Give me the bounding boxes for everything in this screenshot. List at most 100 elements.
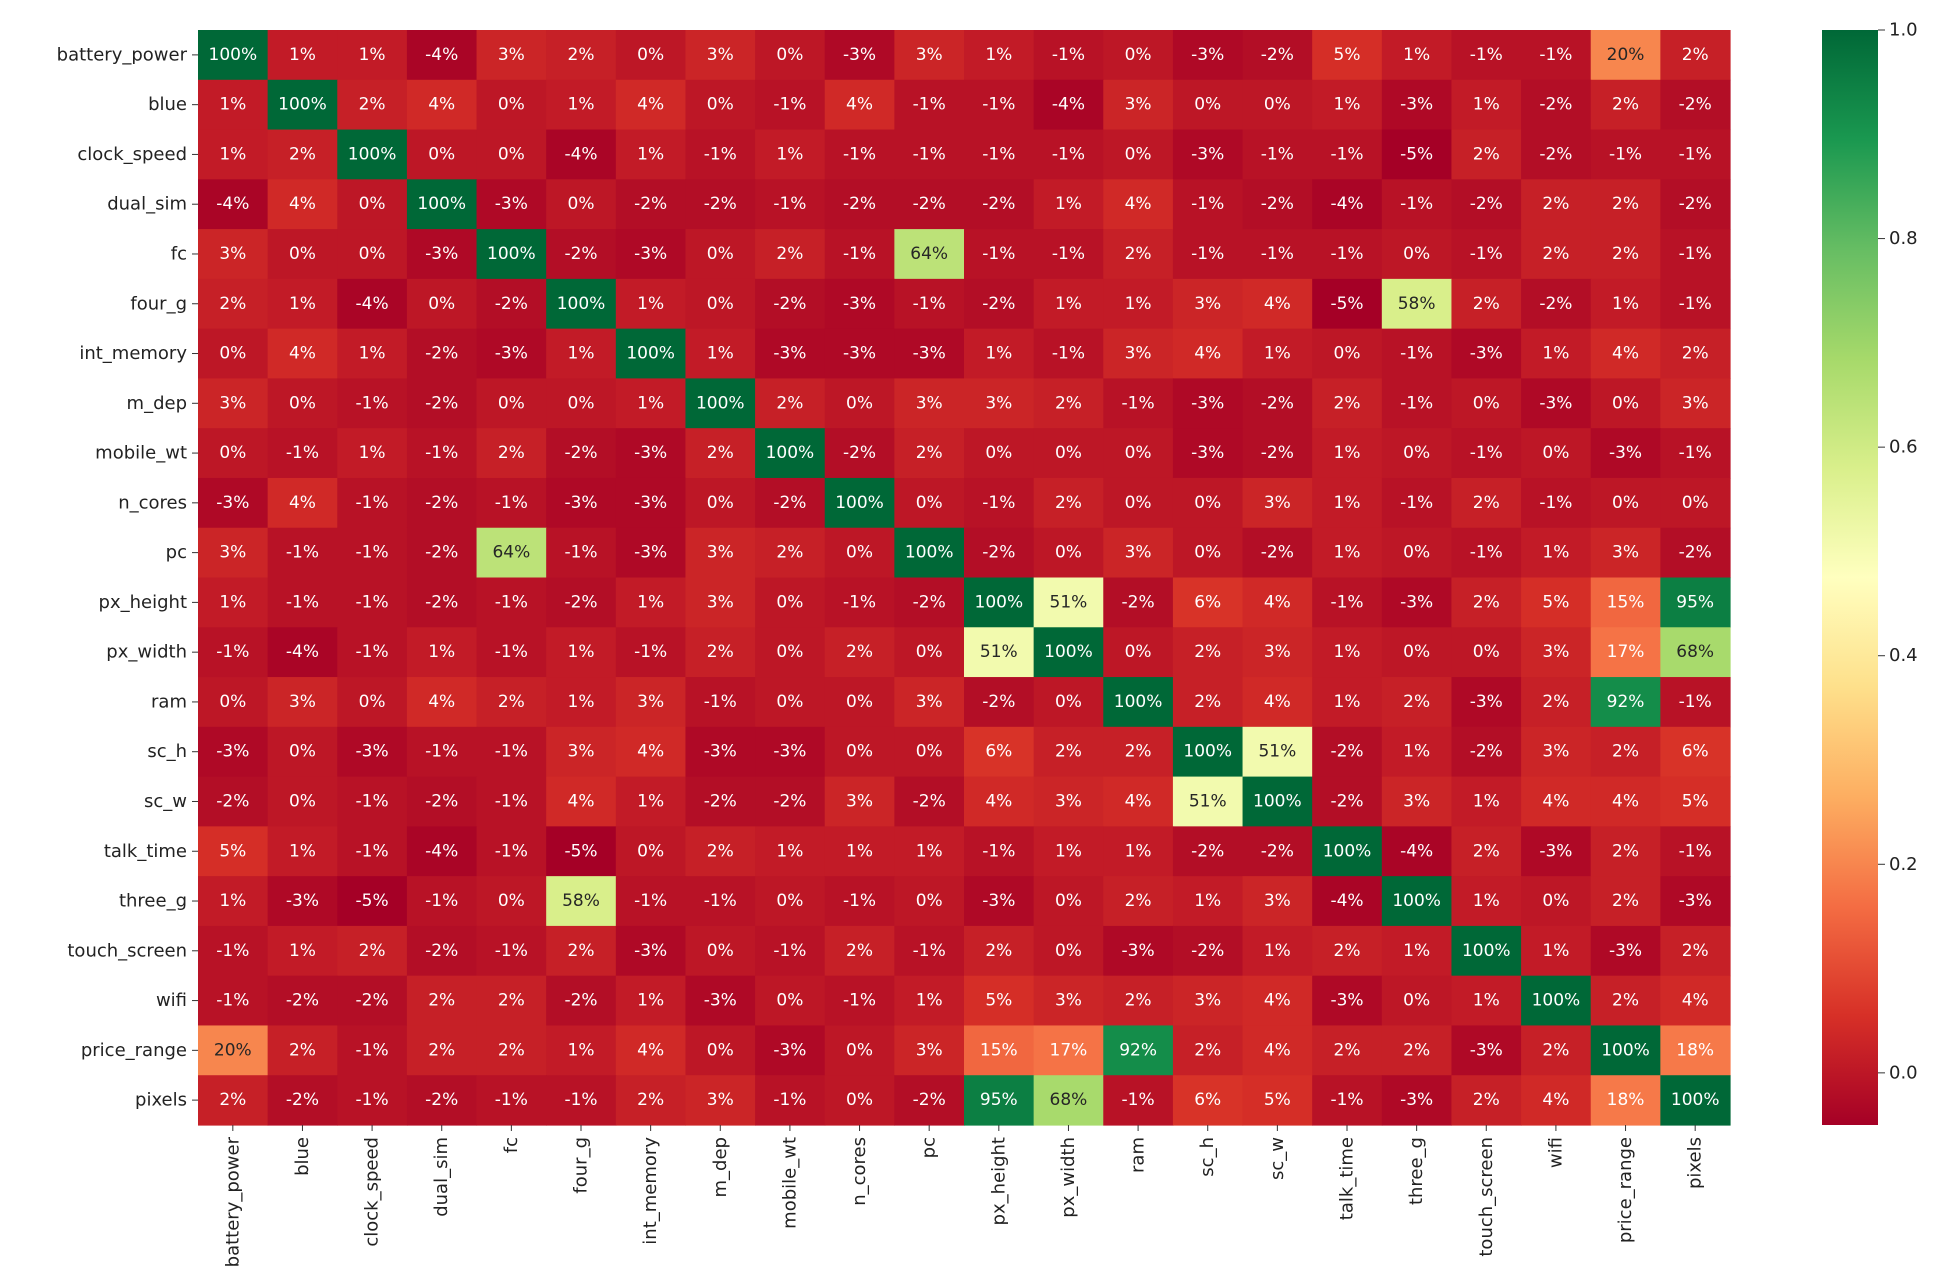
cell-value-label: -1%	[495, 592, 528, 612]
heatmap-cell	[1451, 627, 1522, 678]
cell-value-label: 2%	[707, 443, 734, 463]
heatmap-cell	[337, 477, 408, 529]
cell-value-label: 1%	[846, 841, 873, 861]
cell-value-label: 0%	[846, 692, 873, 712]
cell-value-label: 3%	[916, 45, 943, 65]
cell-value-label: 0%	[1055, 443, 1082, 463]
row-label: dual_sim	[107, 194, 187, 215]
cell-value-label: 0%	[1612, 493, 1639, 513]
heatmap-cell	[615, 726, 687, 778]
cell-value-label: -4%	[1052, 95, 1085, 115]
cell-value-label: -2%	[286, 991, 319, 1011]
cell-value-label: -1%	[216, 941, 249, 961]
cell-value-label: 2%	[498, 991, 525, 1011]
heatmap-cell	[267, 726, 338, 778]
heatmap-cell	[1660, 876, 1731, 927]
cell-value-label: -2%	[425, 1090, 458, 1110]
cell-value-label: -3%	[425, 244, 458, 264]
heatmap-cell	[755, 129, 826, 180]
cell-value-label: 68%	[1050, 1090, 1088, 1110]
column-label: m_dep	[710, 1137, 731, 1197]
cell-value-label: -3%	[495, 194, 528, 214]
heatmap-cell	[685, 677, 756, 728]
heatmap-cell	[267, 975, 338, 1027]
heatmap-cell	[1172, 229, 1244, 280]
heatmap-cell	[406, 1025, 478, 1076]
cell-value-label: 2%	[916, 443, 943, 463]
cell-value-label: 0%	[1125, 45, 1152, 65]
heatmap-cell	[198, 876, 269, 927]
heatmap-cell	[1451, 79, 1522, 131]
cell-value-label: -1%	[1609, 144, 1642, 164]
cell-value-label: 1%	[1334, 493, 1361, 513]
heatmap-cell	[685, 179, 756, 230]
cell-value-label: -2%	[913, 194, 946, 214]
cell-value-label: -3%	[773, 344, 806, 364]
heatmap-cell	[685, 975, 756, 1027]
heatmap-cell	[755, 378, 826, 429]
cell-value-label: 1%	[1334, 443, 1361, 463]
heatmap-cell	[1660, 776, 1731, 827]
heatmap-cell	[685, 925, 756, 977]
cell-value-label: 2%	[289, 144, 316, 164]
heatmap-cell	[337, 1025, 408, 1076]
cell-value-label: 100%	[975, 592, 1024, 612]
cell-value-label: 2%	[1055, 393, 1082, 413]
cell-value-label: 2%	[1612, 194, 1639, 214]
cell-value-label: -2%	[1539, 294, 1572, 314]
heatmap-cell	[894, 79, 965, 131]
cell-value-label: -1%	[1191, 244, 1224, 264]
cell-value-label: -3%	[1539, 841, 1572, 861]
cell-value-label: 64%	[910, 244, 948, 264]
column-label: sc_h	[1197, 1137, 1218, 1177]
heatmap-cell	[476, 826, 547, 877]
heatmap-cell	[1312, 627, 1383, 678]
heatmap-cell	[1033, 477, 1104, 529]
cell-value-label: 3%	[985, 393, 1012, 413]
heatmap-cell	[1521, 179, 1592, 230]
heatmap-cell	[198, 229, 269, 280]
heatmap-cell	[1172, 1025, 1244, 1076]
heatmap-cell	[685, 328, 756, 380]
cell-value-label: -1%	[1330, 592, 1363, 612]
heatmap-cell	[476, 527, 547, 579]
cell-value-label: 2%	[1542, 1040, 1569, 1060]
heatmap-cell	[1103, 79, 1174, 131]
heatmap-cell	[1451, 677, 1522, 728]
heatmap-cell	[964, 1075, 1035, 1126]
heatmap-cell	[755, 826, 826, 877]
cell-value-label: 0%	[1194, 493, 1221, 513]
heatmap-cell	[198, 30, 269, 81]
heatmap-cell	[1033, 30, 1104, 81]
heatmap-cell	[1103, 1075, 1174, 1126]
cell-value-label: 92%	[1607, 692, 1645, 712]
cell-value-label: -3%	[704, 742, 737, 762]
heatmap-cell	[198, 428, 269, 479]
heatmap-cell	[755, 627, 826, 678]
heatmap-cell	[1521, 826, 1592, 877]
cell-value-label: 0%	[1125, 144, 1152, 164]
cell-value-label: 1%	[1473, 95, 1500, 115]
cell-value-label: 5%	[219, 841, 246, 861]
cell-value-label: 1%	[428, 642, 455, 662]
cell-value-label: 3%	[568, 742, 595, 762]
cell-value-label: -2%	[216, 791, 249, 811]
cell-value-label: -1%	[1470, 443, 1503, 463]
cell-value-label: 3%	[1125, 543, 1152, 563]
heatmap-cell	[615, 826, 687, 877]
heatmap-cell	[1172, 627, 1244, 678]
heatmap-cell	[964, 278, 1035, 330]
cell-value-label: -2%	[843, 443, 876, 463]
heatmap-cell	[267, 79, 338, 131]
cell-value-label: -5%	[564, 841, 597, 861]
heatmap-cell	[406, 577, 478, 628]
cell-value-label: 3%	[637, 692, 664, 712]
heatmap-cell	[1312, 826, 1383, 877]
heatmap-cell	[1172, 129, 1244, 180]
heatmap-cell	[1242, 577, 1313, 628]
heatmap-cell	[964, 726, 1035, 778]
heatmap-cell	[1660, 975, 1731, 1027]
heatmap-cell	[824, 527, 895, 579]
cell-value-label: 3%	[707, 1090, 734, 1110]
cell-value-label: 0%	[846, 742, 873, 762]
